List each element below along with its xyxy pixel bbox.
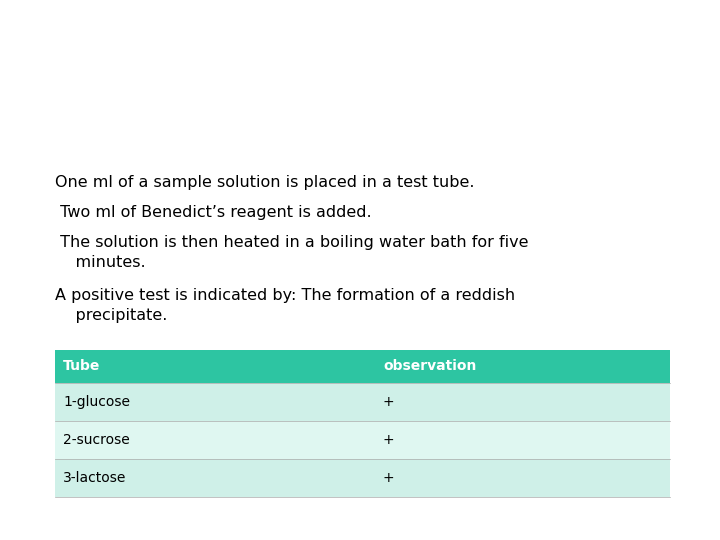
Text: observation: observation	[383, 360, 477, 374]
Text: +: +	[383, 471, 395, 485]
Bar	[55, 383, 670, 421]
Text: The solution is then heated in a boiling water bath for five: The solution is then heated in a boiling…	[55, 235, 528, 250]
Text: minutes.: minutes.	[55, 255, 145, 270]
Text: precipitate.: precipitate.	[55, 308, 167, 323]
Text: +: +	[383, 395, 395, 409]
Text: +: +	[383, 433, 395, 447]
Text: Tube: Tube	[63, 360, 100, 374]
Text: A positive test is indicated by: The formation of a reddish: A positive test is indicated by: The for…	[55, 288, 515, 303]
Bar	[55, 459, 670, 497]
Text: Two ml of Benedict’s reagent is added.: Two ml of Benedict’s reagent is added.	[55, 205, 372, 220]
Bar	[55, 421, 670, 459]
Text: 3-lactose: 3-lactose	[63, 471, 127, 485]
Bar	[55, 350, 670, 383]
Text: One ml of a sample solution is placed in a test tube.: One ml of a sample solution is placed in…	[55, 175, 474, 190]
Text: 1-glucose: 1-glucose	[63, 395, 130, 409]
Text: 2-sucrose: 2-sucrose	[63, 433, 130, 447]
